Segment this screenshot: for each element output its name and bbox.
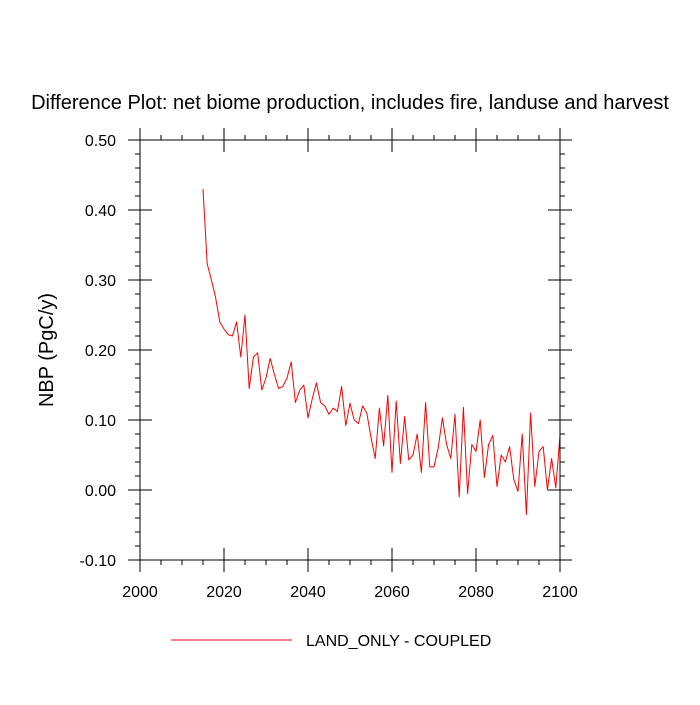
legend: LAND_ONLY - COUPLED — [171, 633, 491, 650]
x-tick-label: 2060 — [374, 584, 410, 601]
x-tick-label: 2080 — [458, 584, 494, 601]
y-tick-label: 0.40 — [85, 203, 116, 220]
plot-area — [202, 188, 560, 515]
y-axis-label: NBP (PgC/y) — [36, 293, 58, 407]
x-tick-label: 2040 — [290, 584, 326, 601]
x-tick-label: 2000 — [122, 584, 158, 601]
y-tick-label: 0.20 — [85, 343, 116, 360]
chart-title: Difference Plot: net biome production, i… — [31, 92, 669, 114]
legend-label: LAND_ONLY - COUPLED — [306, 633, 491, 650]
x-tick-label: 2100 — [542, 584, 578, 601]
plot-frame — [139, 139, 561, 561]
y-tick-label: 0.10 — [85, 413, 116, 430]
y-tick-label: 0.30 — [85, 273, 116, 290]
series-line-0 — [202, 188, 560, 515]
axes: 2000 2020 2040 2060 2080 2100 -0.10 0.00 0.10 0.2… — [80, 128, 578, 601]
y-tick-label: -0.10 — [80, 553, 117, 570]
x-tick-label: 2020 — [206, 584, 242, 601]
y-tick-label: 0.50 — [85, 133, 116, 150]
y-tick-label: 0.00 — [85, 483, 116, 500]
